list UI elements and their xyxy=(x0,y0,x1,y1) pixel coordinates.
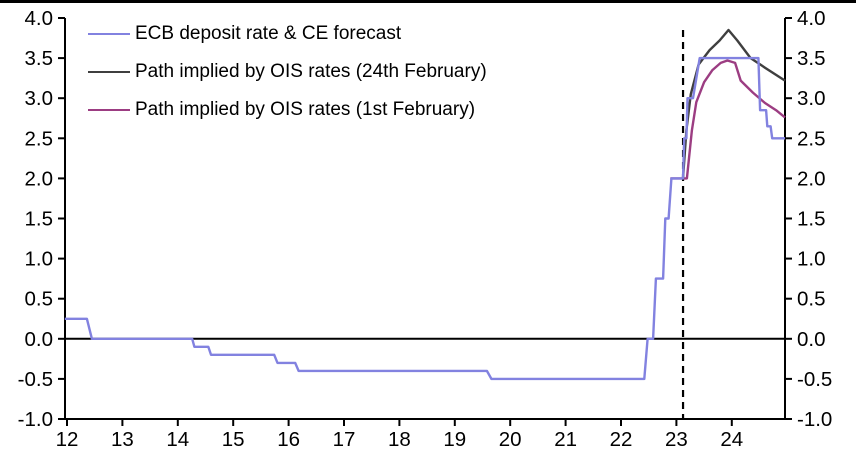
x-tick-label: 24 xyxy=(720,428,743,451)
series-line-1 xyxy=(681,28,786,179)
chart-legend: ECB deposit rate & CE forecast Path impl… xyxy=(88,15,487,129)
x-tick-label: 15 xyxy=(222,428,245,451)
legend-label-ecb-rate: ECB deposit rate & CE forecast xyxy=(135,23,402,44)
y-tick-label-left: 3.0 xyxy=(25,87,54,110)
legend-label-ois-24feb: Path implied by OIS rates (24th February… xyxy=(135,61,487,82)
y-tick-label-left: 0.5 xyxy=(25,288,54,311)
y-tick-label-right: -0.5 xyxy=(797,368,832,391)
legend-item-ois-24feb: Path implied by OIS rates (24th February… xyxy=(88,53,487,91)
y-tick-label-left: 2.0 xyxy=(25,167,54,190)
y-tick-label-right: 1.5 xyxy=(797,208,826,231)
y-tick-label-left: 1.5 xyxy=(25,208,54,231)
x-tick-label: 21 xyxy=(554,428,577,451)
y-tick-label-left: 4.0 xyxy=(25,7,54,30)
x-tick-label: 19 xyxy=(443,428,466,451)
legend-line-sample-ois-24feb xyxy=(88,71,130,73)
y-tick-label-right: 4.0 xyxy=(797,7,826,30)
y-tick-label-left: -1.0 xyxy=(18,408,53,431)
x-tick-label: 23 xyxy=(665,428,688,451)
y-tick-label-right: 3.0 xyxy=(797,87,826,110)
y-tick-label-right: 0.5 xyxy=(797,288,826,311)
y-tick-label-right: 2.0 xyxy=(797,167,826,190)
y-tick-label-right: -1.0 xyxy=(797,408,832,431)
y-tick-label-left: 2.5 xyxy=(25,127,54,150)
x-tick-label: 14 xyxy=(166,428,189,451)
legend-line-sample-ois-1feb xyxy=(88,109,130,111)
y-tick-label-left: 0.0 xyxy=(25,328,54,351)
series-line-0 xyxy=(64,56,785,381)
y-tick-label-right: 3.5 xyxy=(797,47,826,70)
y-tick-label-left: 1.0 xyxy=(25,248,54,271)
x-tick-label: 13 xyxy=(111,428,134,451)
y-tick-label-right: 2.5 xyxy=(797,127,826,150)
legend-item-ois-1feb: Path implied by OIS rates (1st February) xyxy=(88,91,487,129)
y-tick-label-right: 0.0 xyxy=(797,328,826,351)
y-tick-label-left: 3.5 xyxy=(25,47,54,70)
x-tick-label: 17 xyxy=(333,428,356,451)
series-line-2 xyxy=(670,59,786,180)
x-tick-label: 20 xyxy=(499,428,522,451)
legend-item-ecb-rate: ECB deposit rate & CE forecast xyxy=(88,15,487,53)
x-tick-label: 22 xyxy=(610,428,633,451)
legend-line-sample-ecb xyxy=(88,33,130,35)
chart-top-border xyxy=(0,0,856,3)
y-tick-label-left: -0.5 xyxy=(18,368,53,391)
x-tick-label: 16 xyxy=(277,428,300,451)
x-tick-label: 12 xyxy=(56,428,79,451)
x-tick-label: 18 xyxy=(388,428,411,451)
y-tick-label-right: 1.0 xyxy=(797,248,826,271)
legend-label-ois-1feb: Path implied by OIS rates (1st February) xyxy=(135,99,476,120)
